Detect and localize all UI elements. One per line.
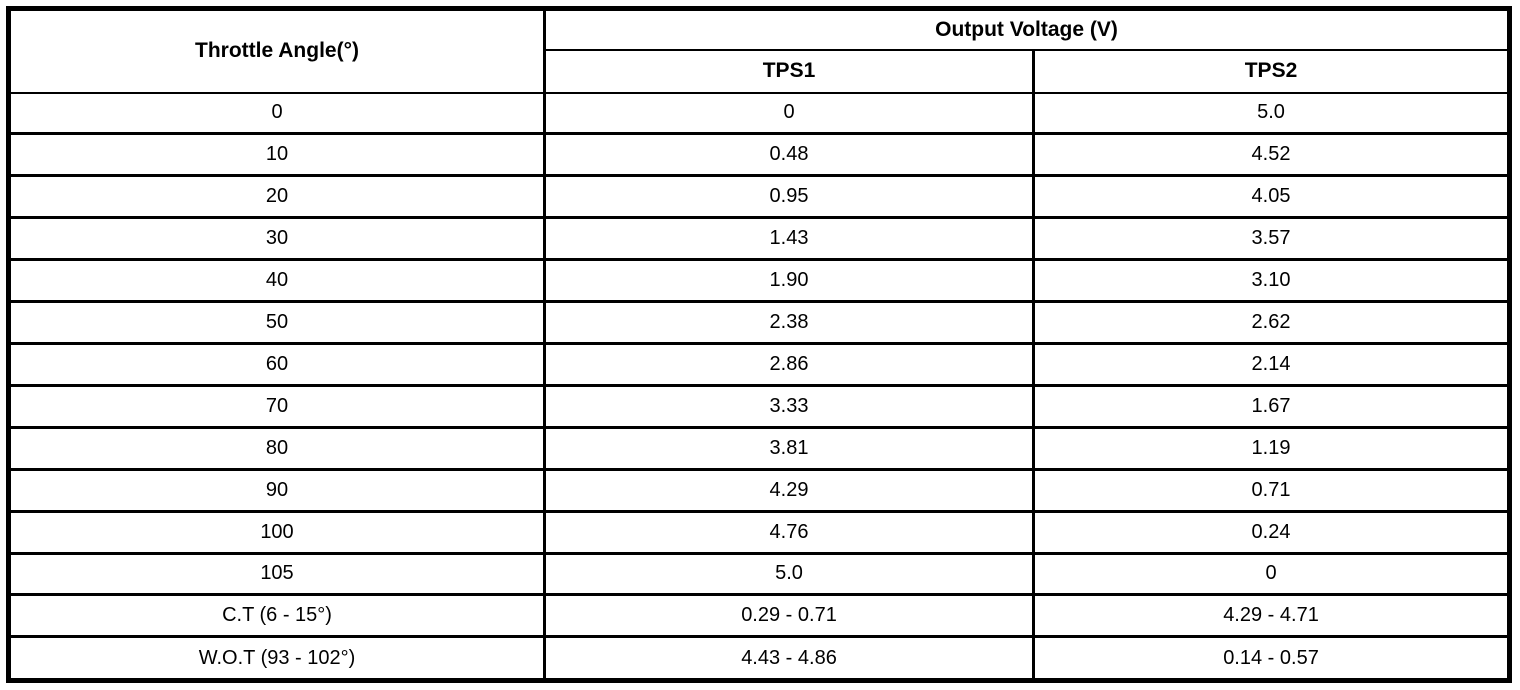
cell-tps1: 4.43 - 4.86	[543, 635, 1035, 682]
cell-tps1: 2.38	[543, 299, 1035, 345]
cell-angle: 50	[7, 299, 546, 345]
table-row-wide-open-throttle: W.O.T (93 - 102°) 4.43 - 4.86 0.14 - 0.5…	[7, 635, 1512, 682]
cell-tps2: 3.57	[1031, 216, 1512, 261]
cell-tps2: 2.62	[1031, 299, 1512, 345]
cell-tps2: 2.14	[1031, 341, 1512, 387]
cell-angle: C.T (6 - 15°)	[7, 593, 546, 639]
column-header-tps2: TPS2	[1031, 48, 1512, 94]
cell-tps2: 4.05	[1031, 174, 1512, 219]
cell-tps1: 4.76	[543, 509, 1035, 555]
cell-tps1: 0.29 - 0.71	[543, 593, 1035, 639]
cell-tps1: 2.86	[543, 341, 1035, 387]
header-group-row: Throttle Angle(°) Output Voltage (V)	[7, 7, 1512, 94]
column-header-tps1: TPS1	[543, 48, 1035, 94]
cell-tps1: 1.43	[543, 216, 1035, 261]
cell-angle: 0	[7, 91, 546, 136]
cell-angle: 20	[7, 174, 546, 219]
cell-angle: 30	[7, 216, 546, 261]
cell-tps2: 4.52	[1031, 132, 1512, 178]
cell-tps1: 0	[543, 91, 1035, 136]
column-header-output-voltage: Output Voltage (V)	[542, 7, 1512, 51]
throttle-position-sensor-voltage-table: Throttle Angle(°) Output Voltage (V) TPS…	[6, 6, 1513, 683]
cell-angle: 80	[7, 425, 546, 471]
cell-angle: 100	[7, 509, 546, 555]
cell-angle: 60	[7, 341, 546, 387]
table-row: 0 0 5.0	[7, 91, 1512, 136]
table-row: 40 1.90 3.10	[7, 257, 1512, 303]
table-row: 105 5.0 0	[7, 551, 1512, 597]
table-row: 60 2.86 2.14	[7, 341, 1512, 387]
cell-tps2: 0.14 - 0.57	[1031, 635, 1512, 682]
cell-tps1: 3.33	[543, 383, 1035, 429]
cell-tps2: 0.71	[1031, 467, 1512, 513]
table-row-closed-throttle: C.T (6 - 15°) 0.29 - 0.71 4.29 - 4.71	[7, 593, 1512, 639]
table-row: 100 4.76 0.24	[7, 509, 1512, 555]
cell-angle: W.O.T (93 - 102°)	[7, 635, 546, 682]
table-row: 70 3.33 1.67	[7, 383, 1512, 429]
cell-angle: 70	[7, 383, 546, 429]
table-row: 50 2.38 2.62	[7, 299, 1512, 345]
cell-tps2: 4.29 - 4.71	[1031, 593, 1512, 639]
table-row: 90 4.29 0.71	[7, 467, 1512, 513]
cell-tps2: 1.19	[1031, 425, 1512, 471]
cell-angle: 40	[7, 257, 546, 303]
table-row: 30 1.43 3.57	[7, 216, 1512, 261]
cell-tps2: 1.67	[1031, 383, 1512, 429]
cell-angle: 10	[7, 132, 546, 178]
cell-tps1: 1.90	[543, 257, 1035, 303]
cell-tps2: 0	[1031, 551, 1512, 597]
cell-tps1: 3.81	[543, 425, 1035, 471]
table-row: 10 0.48 4.52	[7, 132, 1512, 178]
cell-tps1: 0.95	[543, 174, 1035, 219]
cell-angle: 105	[7, 551, 546, 597]
cell-tps2: 0.24	[1031, 509, 1512, 555]
cell-tps2: 5.0	[1031, 91, 1512, 136]
header-sub-row: TPS1 TPS2	[9, 48, 1512, 94]
table-row: 20 0.95 4.05	[7, 174, 1512, 219]
cell-tps1: 4.29	[543, 467, 1035, 513]
cell-angle: 90	[7, 467, 546, 513]
cell-tps1: 0.48	[543, 132, 1035, 178]
cell-tps1: 5.0	[543, 551, 1035, 597]
column-header-throttle-angle: Throttle Angle(°)	[7, 7, 546, 94]
table-row: 80 3.81 1.19	[7, 425, 1512, 471]
cell-tps2: 3.10	[1031, 257, 1512, 303]
